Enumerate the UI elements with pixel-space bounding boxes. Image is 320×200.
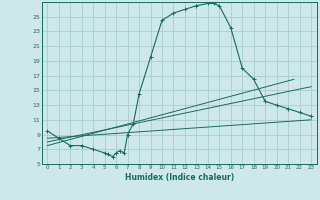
X-axis label: Humidex (Indice chaleur): Humidex (Indice chaleur) xyxy=(124,173,234,182)
